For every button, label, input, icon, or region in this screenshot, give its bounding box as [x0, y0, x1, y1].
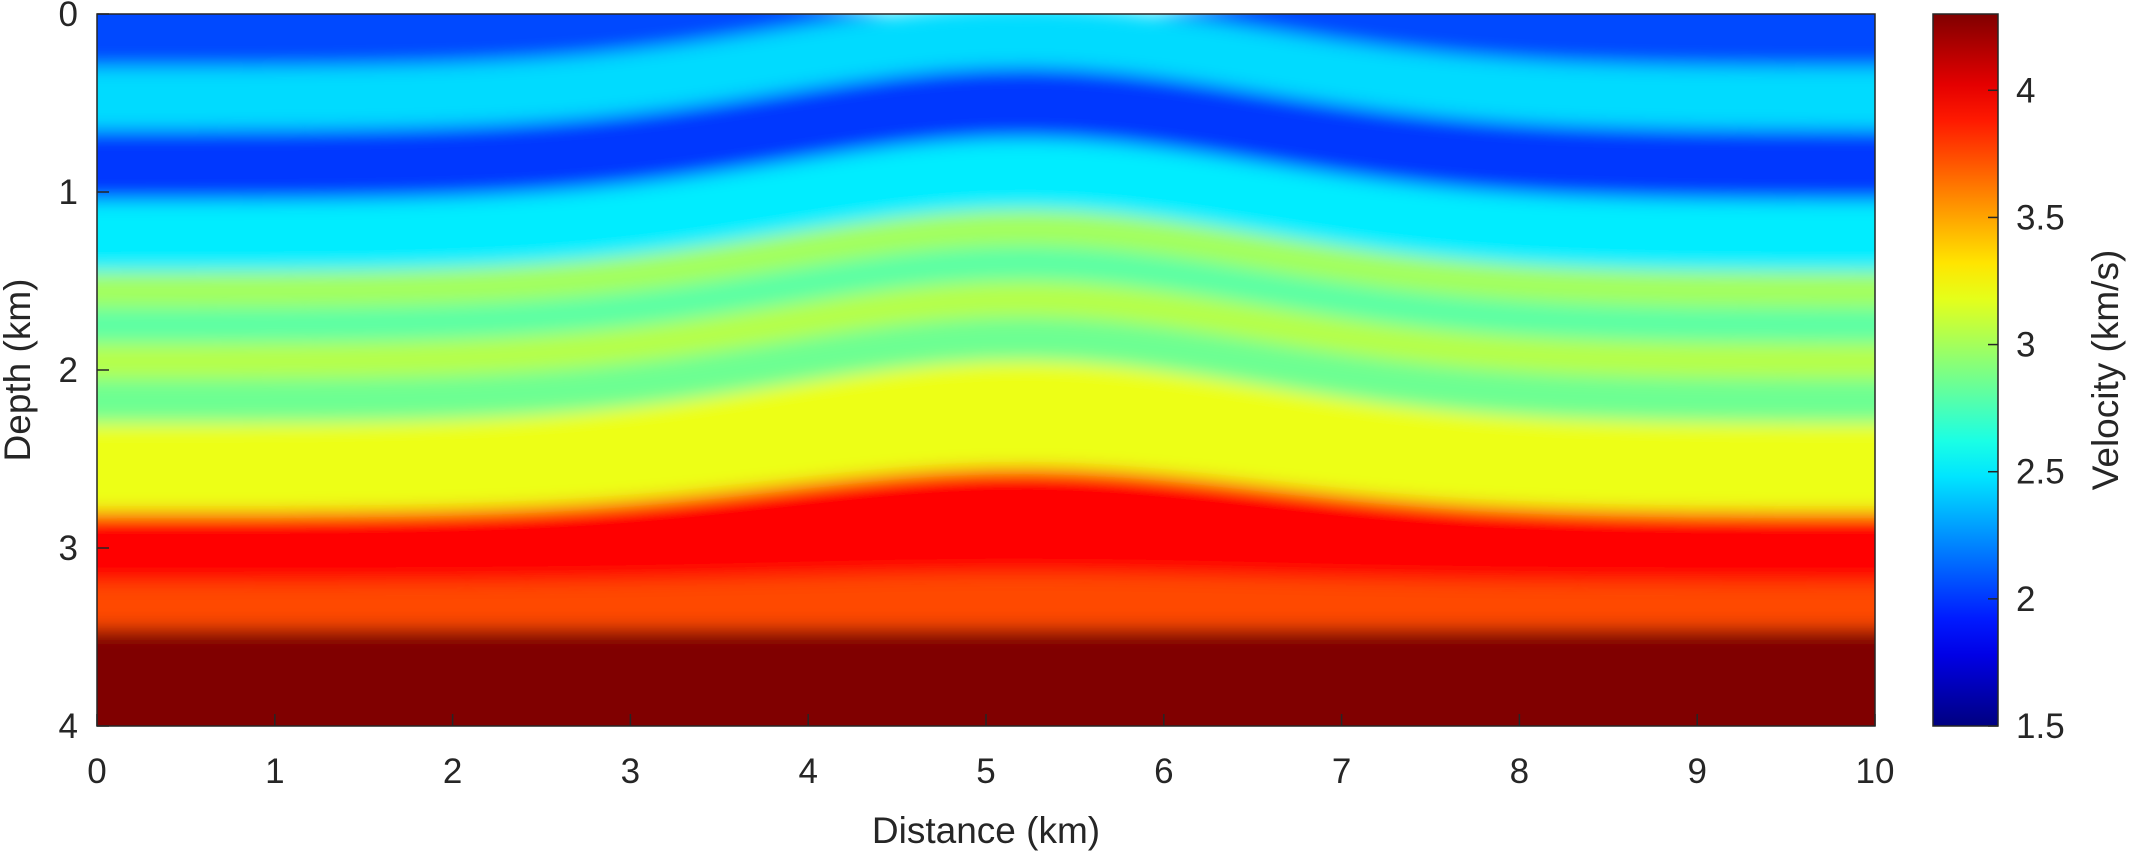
y-tick-label: 3: [59, 529, 78, 568]
x-tick-label: 1: [265, 752, 284, 791]
x-tick-label: 9: [1687, 752, 1706, 791]
heatmap-layers: [97, 14, 1875, 726]
x-tick-label: 4: [798, 752, 817, 791]
heatmap: [97, 14, 1875, 726]
x-tick-label: 6: [1154, 752, 1173, 791]
x-tick-label: 3: [621, 752, 640, 791]
colorbar-tick-label: 2: [2016, 580, 2035, 619]
velocity-layer: [97, 14, 1875, 68]
velocity-layer: [97, 281, 1875, 379]
colorbar-label: Velocity (km/s): [2085, 250, 2126, 491]
x-tick-label: 0: [87, 752, 106, 791]
x-axis-label: Distance (km): [872, 810, 1100, 851]
colorbar-tick-label: 4: [2016, 71, 2035, 110]
x-axis: 0 1 2 3 4 5 6 7 8 9 10: [87, 714, 1894, 791]
velocity-layer: [97, 138, 1875, 273]
colorbar-axis: 1.5 2 2.5 3 3.5 4: [1988, 71, 2065, 746]
y-axis: 0 1 2 3 4: [59, 0, 109, 746]
y-tick-label: 1: [59, 173, 78, 212]
y-tick-label: 0: [59, 0, 78, 34]
velocity-layer: [97, 316, 1875, 424]
velocity-layer: [97, 209, 1875, 308]
velocity-layer: [97, 67, 1875, 201]
velocity-layer: [97, 361, 1875, 513]
x-tick-label: 5: [976, 752, 995, 791]
velocity-layer: [97, 467, 1875, 584]
colorbar-tick-label: 3.5: [2016, 198, 2065, 237]
y-axis-label: Depth (km): [0, 279, 38, 462]
velocity-layer: [97, 574, 1875, 629]
velocity-layer: [97, 628, 1875, 726]
velocity-layer: [97, 245, 1875, 344]
colorbar-tick-label: 3: [2016, 326, 2035, 365]
velocity-layer: [97, 14, 1875, 130]
colorbar-tick-label: 1.5: [2016, 707, 2065, 746]
x-tick-label: 2: [443, 752, 462, 791]
colorbar-tick-label: 2.5: [2016, 453, 2065, 492]
x-tick-label: 8: [1510, 752, 1529, 791]
colorbar: 1.5 2 2.5 3 3.5 4 Velocity (km/s): [1932, 13, 2126, 746]
x-tick-label: 7: [1332, 752, 1351, 791]
y-tick-label: 2: [59, 351, 78, 390]
colorbar-ramp: [1932, 13, 1999, 727]
y-tick-label: 4: [59, 707, 78, 746]
x-tick-label: 10: [1856, 752, 1895, 791]
